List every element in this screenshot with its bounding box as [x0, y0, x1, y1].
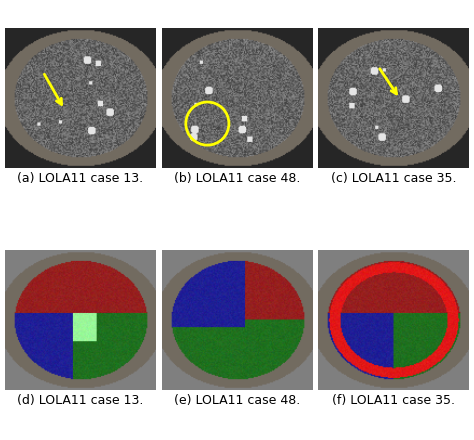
X-axis label: (d) LOLA11 case 13.: (d) LOLA11 case 13. [17, 394, 143, 407]
X-axis label: (b) LOLA11 case 48.: (b) LOLA11 case 48. [174, 172, 300, 185]
X-axis label: (e) LOLA11 case 48.: (e) LOLA11 case 48. [174, 394, 300, 407]
X-axis label: (c) LOLA11 case 35.: (c) LOLA11 case 35. [331, 172, 456, 185]
X-axis label: (f) LOLA11 case 35.: (f) LOLA11 case 35. [332, 394, 456, 407]
X-axis label: (a) LOLA11 case 13.: (a) LOLA11 case 13. [17, 172, 143, 185]
